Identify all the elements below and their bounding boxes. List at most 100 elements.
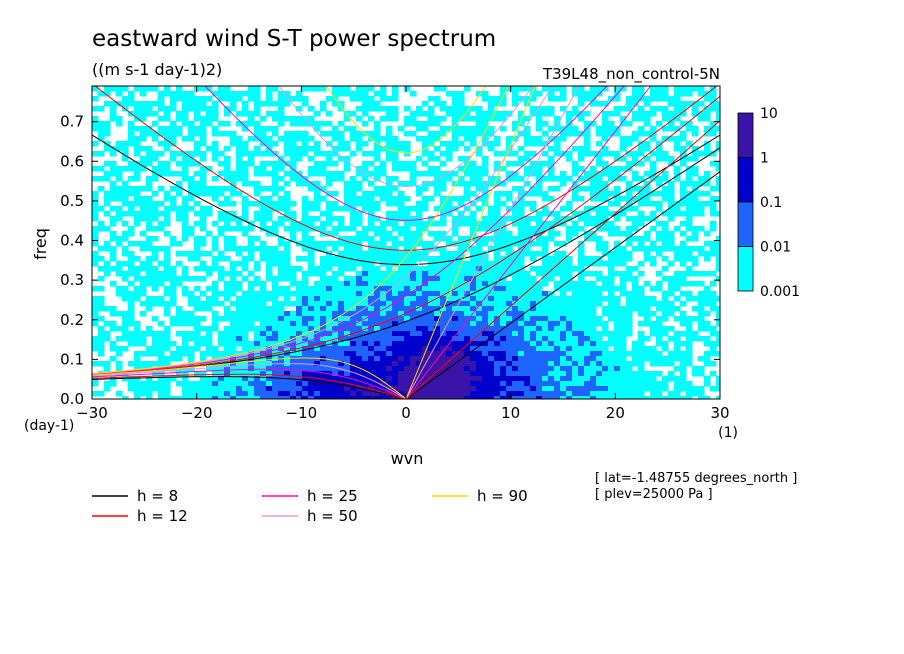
heat-cell	[410, 236, 417, 242]
heat-cell	[464, 181, 471, 187]
heat-cell	[428, 311, 435, 317]
heat-cell	[152, 351, 159, 357]
heat-cell	[296, 311, 303, 317]
heat-cell	[368, 271, 375, 277]
heat-cell	[242, 341, 249, 347]
heat-cell	[200, 361, 207, 367]
heat-cell	[404, 261, 411, 267]
heat-cell	[146, 196, 153, 202]
heat-cell	[500, 341, 507, 347]
heat-cell	[512, 126, 519, 132]
heat-cell	[602, 221, 609, 227]
heat-cell	[272, 371, 279, 377]
heat-cell	[578, 391, 585, 397]
heat-cell	[128, 176, 135, 182]
heat-cell	[482, 256, 489, 262]
heat-cell	[494, 271, 501, 277]
heat-cell	[104, 86, 111, 92]
heat-cell	[656, 176, 663, 182]
heat-cell	[272, 256, 279, 262]
heat-cell	[584, 136, 591, 142]
heat-cell	[710, 341, 717, 347]
heat-cell	[590, 376, 597, 382]
heat-cell	[590, 346, 597, 352]
heat-cell	[434, 101, 441, 107]
heat-cell	[200, 276, 207, 282]
heat-cell	[602, 341, 609, 347]
heat-cell	[500, 351, 507, 357]
heat-cell	[620, 331, 627, 337]
heat-cell	[98, 186, 105, 192]
heat-cell	[452, 281, 459, 287]
heat-cell	[500, 261, 507, 267]
heat-cell	[374, 356, 381, 362]
heat-cell	[488, 296, 495, 302]
heat-cell	[260, 376, 267, 382]
heat-cell	[224, 86, 231, 92]
heat-cell	[476, 316, 483, 322]
heat-cell	[434, 366, 441, 372]
heat-cell	[470, 126, 477, 132]
heat-cell	[536, 346, 543, 352]
heat-cell	[500, 236, 507, 242]
heat-cell	[332, 131, 339, 137]
heat-cell	[104, 261, 111, 267]
heat-cell	[296, 381, 303, 387]
heat-cell	[344, 126, 351, 132]
heat-cell	[200, 141, 207, 147]
heat-cell	[476, 266, 483, 272]
heat-cell	[584, 221, 591, 227]
heat-cell	[536, 116, 543, 122]
heat-cell	[344, 376, 351, 382]
heat-cell	[518, 206, 525, 212]
heat-cell	[404, 106, 411, 112]
heat-cell	[332, 101, 339, 107]
heat-cell	[596, 371, 603, 377]
heat-cell	[374, 156, 381, 162]
heat-cell	[392, 251, 399, 257]
heat-cell	[152, 236, 159, 242]
heat-cell	[650, 351, 657, 357]
heat-cell	[422, 291, 429, 297]
heat-cell	[446, 201, 453, 207]
heat-cell	[506, 301, 513, 307]
heat-cell	[488, 291, 495, 297]
heat-cell	[488, 341, 495, 347]
heat-cell	[182, 271, 189, 277]
heat-cell	[686, 346, 693, 352]
heat-cell	[338, 241, 345, 247]
heat-cell	[422, 206, 429, 212]
heat-cell	[680, 246, 687, 252]
y-tick-label: 0.7	[60, 113, 84, 131]
heat-cell	[152, 286, 159, 292]
heat-cell	[368, 291, 375, 297]
heat-cell	[272, 306, 279, 312]
heat-cell	[638, 201, 645, 207]
heat-cell	[644, 171, 651, 177]
heat-cell	[482, 306, 489, 312]
heat-cell	[578, 226, 585, 232]
heat-cell	[146, 331, 153, 337]
heat-cell	[284, 396, 291, 399]
heat-cell	[122, 181, 129, 187]
heat-cell	[482, 111, 489, 117]
heat-cell	[620, 336, 627, 342]
heat-cell	[278, 216, 285, 222]
heat-cell	[122, 146, 129, 152]
heat-cell	[284, 386, 291, 392]
heat-cell	[224, 286, 231, 292]
heat-cell	[116, 171, 123, 177]
heat-cell	[296, 91, 303, 97]
heat-cell	[350, 256, 357, 262]
heat-cell	[464, 241, 471, 247]
heat-cell	[182, 346, 189, 352]
heat-cell	[620, 116, 627, 122]
heat-cell	[164, 311, 171, 317]
heat-cell	[644, 156, 651, 162]
heat-cell	[116, 266, 123, 272]
y-tick-label: 0.2	[60, 311, 84, 329]
heat-cell	[110, 206, 117, 212]
heat-cell	[464, 106, 471, 112]
heat-cell	[254, 216, 261, 222]
heat-cell	[566, 321, 573, 327]
